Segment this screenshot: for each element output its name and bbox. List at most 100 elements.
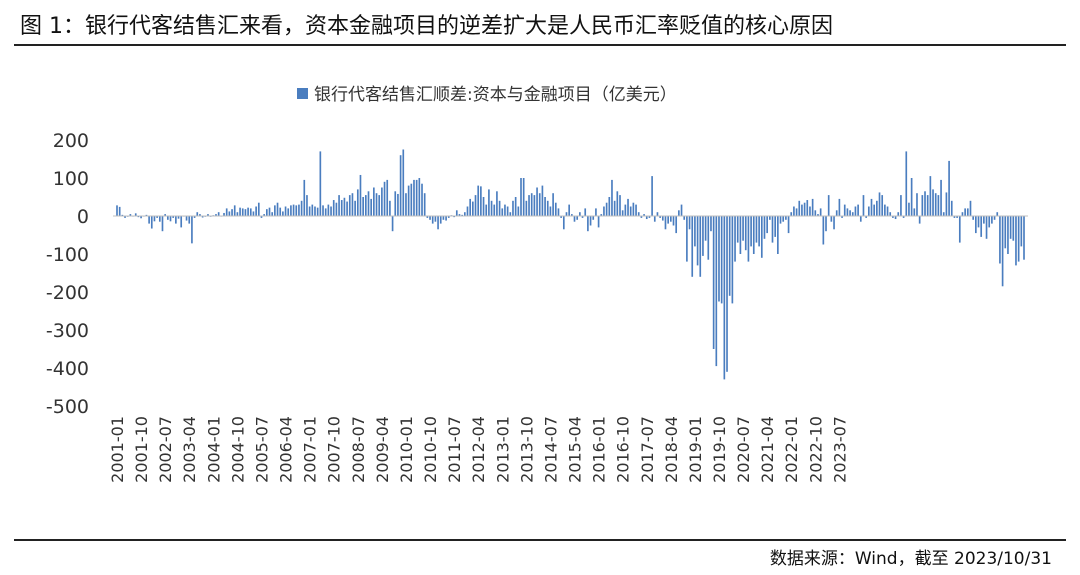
bar [801,204,803,216]
bar [137,216,140,218]
bar [346,201,348,216]
bar [980,216,983,237]
bar [116,205,118,216]
bar [688,216,691,230]
bar [782,216,785,222]
bar [1020,216,1023,247]
x-tick-label: 2010-10 [421,416,440,483]
bar [193,216,196,218]
bar [287,208,290,216]
x-tick-label: 2014-07 [541,416,560,483]
bar [886,206,889,216]
bar [466,206,469,216]
bar [913,208,916,216]
bar [215,214,217,216]
bar [493,204,496,216]
bar [549,206,552,216]
bar [541,185,544,216]
bar [972,216,974,220]
bar [1012,216,1015,241]
bar [156,216,158,218]
bar [362,197,364,216]
bar [798,200,801,216]
bar [180,216,183,228]
bar [164,214,166,216]
x-axis: 2001-01 2001-10 2002-07 2003-04 2004-01 2004-… [108,416,849,483]
bar [833,216,835,230]
bar [945,192,948,216]
bar [667,216,669,224]
bar [496,191,498,216]
bar [830,216,833,222]
bar [779,216,782,224]
bar [752,216,755,254]
bar [1015,216,1017,266]
x-tick-label: 2013-10 [517,416,536,483]
bar [699,216,702,277]
bar [589,216,592,226]
x-tick-label: 2019-10 [710,416,729,483]
bar [439,216,442,224]
bar [664,216,667,230]
bar [771,216,774,243]
source-note: 数据来源：Wind，截至 2023/10/31 [769,549,1052,569]
bar [158,216,161,222]
y-tick-label: 100 [53,168,89,190]
bar [488,189,490,216]
y-tick-label: 0 [77,206,89,228]
bar [867,206,870,216]
bar [760,216,763,258]
bar [728,216,731,296]
bar [530,193,533,216]
x-tick-label: 2010-01 [397,416,416,483]
bar [407,185,410,216]
bar [249,208,252,216]
bar [758,216,760,247]
bar [670,216,672,222]
title-rule [14,44,1066,46]
bar [316,207,319,216]
bar [522,178,525,216]
bar [908,202,910,216]
bar [477,185,480,216]
bar [282,211,284,216]
bar [616,191,619,216]
bar [423,193,426,216]
bar [785,216,787,220]
bar [934,193,937,216]
bar [276,202,279,216]
bar [672,216,675,226]
bar [391,216,394,232]
bar [560,216,562,218]
bar [231,209,233,216]
bar [619,195,621,216]
bar [327,204,330,216]
bar [707,216,710,260]
bar [859,216,862,222]
bar [766,216,768,234]
bar [825,216,827,232]
bar [306,195,308,216]
bar [975,216,977,234]
bar [999,216,1001,264]
bar [124,216,126,218]
bar [332,200,335,216]
bar [300,200,303,216]
bar [918,216,921,224]
bar [611,179,613,216]
bar [364,195,367,216]
bar [977,216,980,228]
bar [723,216,726,380]
bar [621,210,624,216]
y-axis: 200 100 0 -100 -200 -300 -400 -500 [46,130,89,418]
bar [597,216,600,228]
bar [528,195,530,216]
bar [150,216,153,229]
bar [876,200,878,216]
x-tick-label: 2001-01 [108,416,127,483]
bar [696,216,699,266]
bar [330,206,332,216]
bar [351,193,354,216]
y-tick-label: -100 [46,244,89,266]
bar [196,212,199,216]
